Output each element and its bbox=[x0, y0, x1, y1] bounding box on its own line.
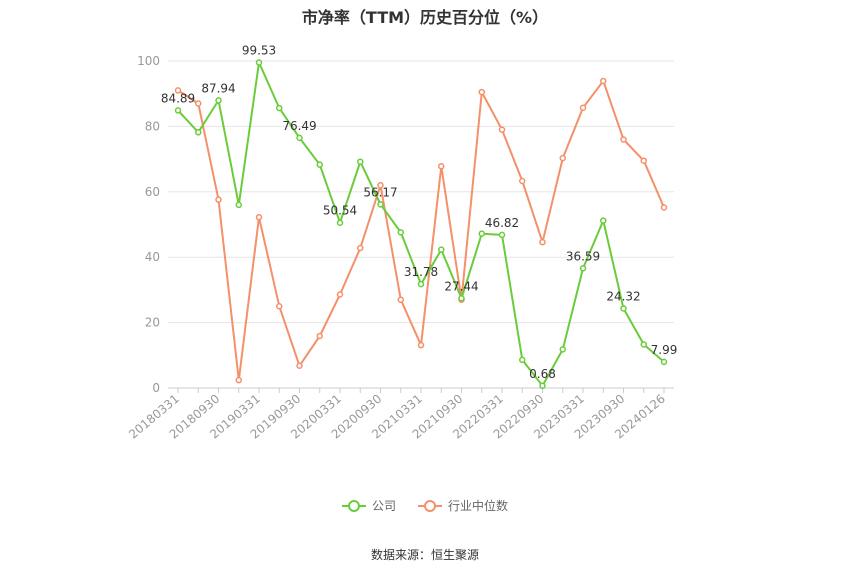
data-point-company bbox=[498, 231, 506, 239]
data-point-industry-median bbox=[600, 77, 607, 85]
data-point-industry-median bbox=[519, 177, 526, 185]
data-point-company bbox=[296, 134, 303, 142]
data-point-company bbox=[357, 158, 364, 165]
data-point-industry-median bbox=[276, 303, 283, 310]
y-tick-label: 100 bbox=[137, 54, 160, 68]
data-point-industry-median bbox=[559, 154, 566, 162]
data-label-company: 56.17 bbox=[363, 185, 397, 199]
legend-marker-company bbox=[341, 499, 366, 513]
data-point-company bbox=[519, 356, 526, 364]
data-point-industry-median bbox=[417, 341, 425, 349]
data-point-company bbox=[458, 295, 465, 302]
data-point-company bbox=[397, 229, 404, 236]
legend-marker-industry-median bbox=[418, 499, 442, 513]
data-point-industry-median bbox=[397, 296, 404, 303]
data-point-company bbox=[600, 217, 607, 224]
data-point-industry-median bbox=[640, 157, 647, 164]
y-tick-label: 20 bbox=[145, 316, 160, 330]
chart-title: 市净率（TTM）历史百分位（%） bbox=[301, 8, 549, 27]
data-point-industry-median bbox=[478, 88, 485, 96]
data-point-company bbox=[640, 341, 647, 348]
data-point-company bbox=[235, 201, 242, 209]
data-point-company bbox=[417, 280, 425, 288]
data-point-industry-median bbox=[215, 196, 222, 203]
legend-item-company[interactable]: 公司 bbox=[341, 497, 396, 514]
data-point-company bbox=[316, 161, 323, 168]
data-label-company: 7.99 bbox=[651, 343, 678, 357]
data-point-company bbox=[195, 129, 202, 136]
data-source: 数据来源：恒生聚源 bbox=[370, 548, 479, 562]
y-tick-label: 60 bbox=[145, 185, 160, 199]
data-point-company bbox=[255, 59, 263, 66]
data-label-company: 0.68 bbox=[529, 367, 556, 381]
data-point-industry-median bbox=[336, 291, 344, 298]
data-point-industry-median bbox=[620, 136, 627, 143]
data-point-industry-median bbox=[539, 238, 546, 246]
data-point-company bbox=[174, 107, 182, 114]
legend-item-industry-median[interactable]: 行业中位数 bbox=[418, 497, 508, 514]
data-point-company bbox=[276, 104, 283, 112]
data-point-industry-median bbox=[377, 182, 384, 189]
data-point-company bbox=[377, 201, 384, 208]
legend-label-industry-median: 行业中位数 bbox=[448, 499, 509, 513]
data-label-company: 46.82 bbox=[485, 216, 519, 230]
data-label-company: 84.89 bbox=[161, 91, 195, 105]
legend: 公司 行业中位数 bbox=[0, 497, 850, 514]
data-label-company: 24.32 bbox=[606, 289, 640, 303]
data-point-industry-median bbox=[498, 126, 506, 133]
data-point-company bbox=[579, 265, 587, 272]
data-point-industry-median bbox=[195, 100, 202, 107]
y-tick-label: 80 bbox=[145, 119, 160, 133]
data-label-company: 76.49 bbox=[282, 119, 316, 133]
data-point-industry-median bbox=[255, 214, 263, 221]
data-point-company bbox=[215, 97, 222, 104]
data-point-industry-median bbox=[296, 362, 303, 370]
data-point-company bbox=[620, 305, 627, 312]
data-label-company: 27.44 bbox=[444, 279, 478, 293]
data-label-company: 87.94 bbox=[201, 81, 235, 95]
data-point-industry-median bbox=[660, 204, 668, 211]
data-label-company: 50.54 bbox=[323, 204, 357, 218]
data-label-company: 36.59 bbox=[566, 249, 600, 263]
data-point-company bbox=[559, 346, 566, 353]
data-label-company: 31.78 bbox=[404, 265, 438, 279]
data-label-company: 99.53 bbox=[242, 44, 276, 58]
data-point-industry-median bbox=[357, 244, 364, 252]
data-point-company bbox=[336, 219, 344, 226]
data-point-company bbox=[660, 358, 668, 366]
data-point-industry-median bbox=[579, 104, 587, 112]
y-tick-label: 0 bbox=[152, 381, 160, 395]
data-point-company bbox=[539, 382, 546, 390]
y-tick-label: 40 bbox=[145, 250, 160, 264]
data-point-industry-median bbox=[316, 332, 323, 340]
data-point-company bbox=[438, 246, 445, 253]
legend-label-company: 公司 bbox=[371, 499, 396, 513]
data-point-industry-median bbox=[174, 87, 182, 94]
data-point-industry-median bbox=[235, 376, 242, 384]
data-point-industry-median bbox=[438, 163, 445, 170]
data-point-company bbox=[478, 230, 485, 237]
